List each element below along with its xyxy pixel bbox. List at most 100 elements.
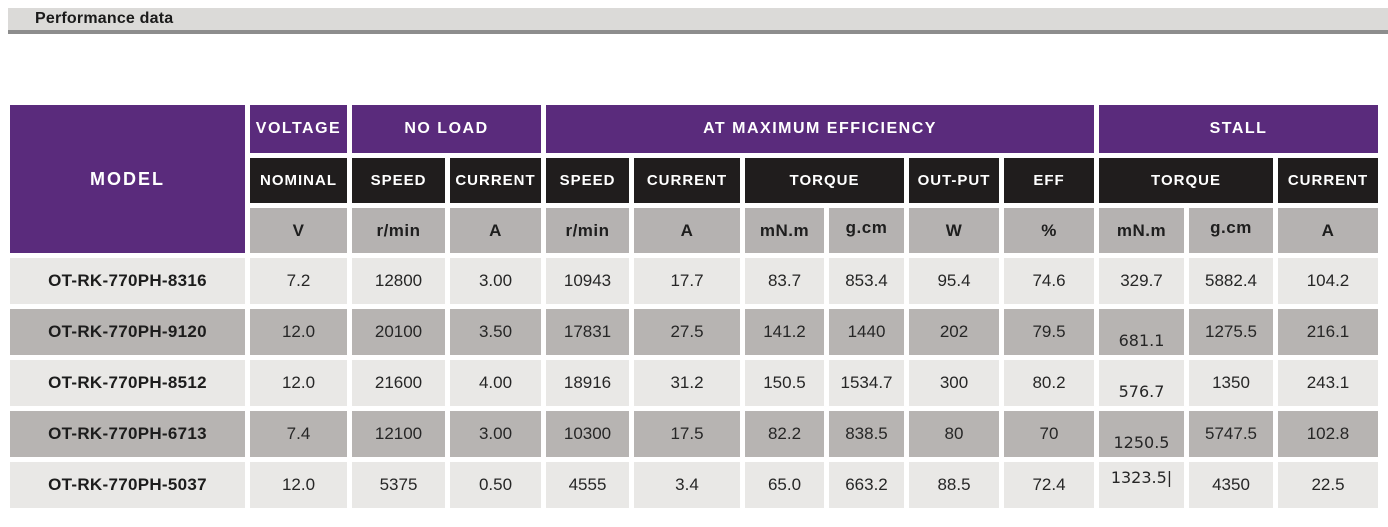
- subheader-no-load-speed: SPEED: [352, 158, 445, 203]
- value-cell[interactable]: 7.2: [250, 258, 347, 304]
- performance-table: MODEL VOLTAGE NO LOAD AT MAXIMUM EFFICIE…: [5, 100, 1383, 513]
- group-header-max-efficiency: AT MAXIMUM EFFICIENCY: [546, 105, 1094, 153]
- table-row: OT-RK-770PH-9120 12.0 20100 3.50 17831 27.5 14…: [10, 309, 1378, 355]
- value-cell[interactable]: 5882.4: [1189, 258, 1273, 304]
- value-cell[interactable]: 65.0: [745, 462, 824, 508]
- value-cell[interactable]: 70: [1004, 411, 1094, 457]
- subheader-output: OUT-PUT: [909, 158, 999, 203]
- value-cell[interactable]: 1250.5: [1099, 411, 1184, 457]
- page-title: Performance data: [35, 10, 174, 27]
- value-cell[interactable]: 853.4: [829, 258, 904, 304]
- subheader-eff-current: CURRENT: [634, 158, 740, 203]
- value-cell[interactable]: 3.4: [634, 462, 740, 508]
- group-header-voltage: VOLTAGE: [250, 105, 347, 153]
- value-cell[interactable]: 1323.5|: [1099, 462, 1184, 508]
- value-cell[interactable]: 4350: [1189, 462, 1273, 508]
- value-cell[interactable]: 4555: [546, 462, 629, 508]
- value-cell[interactable]: 82.2: [745, 411, 824, 457]
- value-cell[interactable]: 1275.5: [1189, 309, 1273, 355]
- value-cell[interactable]: 141.2: [745, 309, 824, 355]
- value-cell[interactable]: 3.50: [450, 309, 541, 355]
- unit-eff-torque-mnm: mN.m: [745, 208, 824, 253]
- value-cell[interactable]: 838.5: [829, 411, 904, 457]
- value-cell[interactable]: 12.0: [250, 360, 347, 406]
- value-cell[interactable]: 21600: [352, 360, 445, 406]
- value-cell[interactable]: 27.5: [634, 309, 740, 355]
- unit-no-load-speed: r/min: [352, 208, 445, 253]
- subheader-no-load-current: CURRENT: [450, 158, 541, 203]
- value-cell[interactable]: 12100: [352, 411, 445, 457]
- column-header-model: MODEL: [10, 105, 245, 253]
- value-cell[interactable]: 74.6: [1004, 258, 1094, 304]
- value-cell[interactable]: 18916: [546, 360, 629, 406]
- unit-stall-current: A: [1278, 208, 1378, 253]
- unit-eff-current: A: [634, 208, 740, 253]
- value-cell[interactable]: 3.00: [450, 258, 541, 304]
- model-cell[interactable]: OT-RK-770PH-8316: [10, 258, 245, 304]
- value-cell[interactable]: 72.4: [1004, 462, 1094, 508]
- unit-output: W: [909, 208, 999, 253]
- unit-eff: %: [1004, 208, 1094, 253]
- value-cell[interactable]: 0.50: [450, 462, 541, 508]
- value-cell[interactable]: 20100: [352, 309, 445, 355]
- value-cell[interactable]: 80.2: [1004, 360, 1094, 406]
- model-cell[interactable]: OT-RK-770PH-8512: [10, 360, 245, 406]
- value-cell[interactable]: 243.1: [1278, 360, 1378, 406]
- value-cell[interactable]: 150.5: [745, 360, 824, 406]
- group-header-no-load: NO LOAD: [352, 105, 541, 153]
- unit-stall-torque-gcm: g.cm: [1189, 208, 1273, 253]
- value-cell[interactable]: 12.0: [250, 462, 347, 508]
- value-cell[interactable]: 7.4: [250, 411, 347, 457]
- value-cell[interactable]: 12800: [352, 258, 445, 304]
- subheader-stall-current: CURRENT: [1278, 158, 1378, 203]
- value-cell[interactable]: 300: [909, 360, 999, 406]
- unit-eff-speed: r/min: [546, 208, 629, 253]
- unit-voltage: V: [250, 208, 347, 253]
- value-cell[interactable]: 4.00: [450, 360, 541, 406]
- value-cell[interactable]: 1440: [829, 309, 904, 355]
- value-cell[interactable]: 88.5: [909, 462, 999, 508]
- header-unit-row: V r/min A r/min A mN.m g.cm W % mN.m g.c…: [10, 208, 1378, 253]
- subheader-eff: EFF: [1004, 158, 1094, 203]
- model-cell[interactable]: OT-RK-770PH-5037: [10, 462, 245, 508]
- table-row: OT-RK-770PH-5037 12.0 5375 0.50 4555 3.4 65.0 6…: [10, 462, 1378, 508]
- value-cell[interactable]: 79.5: [1004, 309, 1094, 355]
- unit-no-load-current: A: [450, 208, 541, 253]
- model-cell[interactable]: OT-RK-770PH-6713: [10, 411, 245, 457]
- table-body: OT-RK-770PH-8316 7.2 12800 3.00 10943 17.7 83.…: [10, 258, 1378, 508]
- value-cell[interactable]: 1350: [1189, 360, 1273, 406]
- header-group-row: MODEL VOLTAGE NO LOAD AT MAXIMUM EFFICIE…: [10, 105, 1378, 253]
- value-cell[interactable]: 12.0: [250, 309, 347, 355]
- subheader-stall-torque: TORQUE: [1099, 158, 1273, 203]
- unit-eff-torque-gcm: g.cm: [829, 208, 904, 253]
- unit-stall-torque-mnm: mN.m: [1099, 208, 1184, 253]
- value-cell[interactable]: 83.7: [745, 258, 824, 304]
- value-cell[interactable]: 17.7: [634, 258, 740, 304]
- value-cell[interactable]: 3.00: [450, 411, 541, 457]
- value-cell[interactable]: 5747.5: [1189, 411, 1273, 457]
- value-cell[interactable]: 5375: [352, 462, 445, 508]
- value-cell[interactable]: 576.7: [1099, 360, 1184, 406]
- value-cell[interactable]: 102.8: [1278, 411, 1378, 457]
- value-cell[interactable]: 104.2: [1278, 258, 1378, 304]
- value-cell[interactable]: 17.5: [634, 411, 740, 457]
- value-cell[interactable]: 1534.7: [829, 360, 904, 406]
- value-cell[interactable]: 31.2: [634, 360, 740, 406]
- value-cell[interactable]: 663.2: [829, 462, 904, 508]
- value-cell[interactable]: 202: [909, 309, 999, 355]
- section-title-bar: Performance data: [8, 8, 1388, 34]
- value-cell[interactable]: 216.1: [1278, 309, 1378, 355]
- subheader-nominal: NOMINAL: [250, 158, 347, 203]
- value-cell[interactable]: 329.7: [1099, 258, 1184, 304]
- value-cell[interactable]: 10943: [546, 258, 629, 304]
- value-cell[interactable]: 80: [909, 411, 999, 457]
- value-cell[interactable]: 17831: [546, 309, 629, 355]
- model-cell[interactable]: OT-RK-770PH-9120: [10, 309, 245, 355]
- value-cell[interactable]: 95.4: [909, 258, 999, 304]
- value-cell[interactable]: 22.5: [1278, 462, 1378, 508]
- table-row: OT-RK-770PH-8512 12.0 21600 4.00 18916 31.2 15…: [10, 360, 1378, 406]
- table-row: OT-RK-770PH-6713 7.4 12100 3.00 10300 17.5 82.…: [10, 411, 1378, 457]
- table-row: OT-RK-770PH-8316 7.2 12800 3.00 10943 17.7 83.…: [10, 258, 1378, 304]
- value-cell[interactable]: 10300: [546, 411, 629, 457]
- value-cell[interactable]: 681.1: [1099, 309, 1184, 355]
